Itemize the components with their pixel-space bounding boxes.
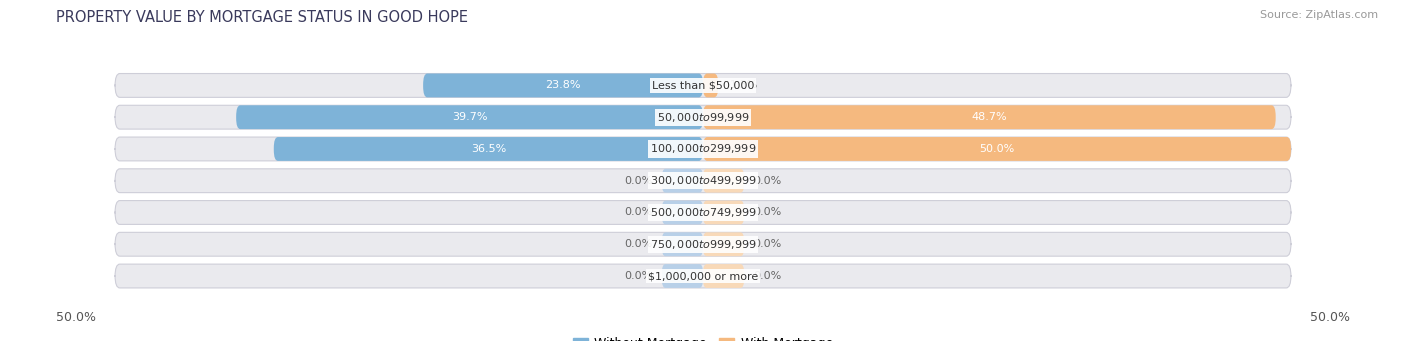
FancyBboxPatch shape (703, 74, 718, 97)
FancyBboxPatch shape (115, 74, 1291, 97)
Text: 0.0%: 0.0% (754, 207, 782, 218)
Text: 0.0%: 0.0% (624, 176, 652, 186)
Text: 0.0%: 0.0% (754, 176, 782, 186)
FancyBboxPatch shape (274, 137, 703, 161)
Text: 0.0%: 0.0% (624, 239, 652, 249)
Text: $300,000 to $499,999: $300,000 to $499,999 (650, 174, 756, 187)
FancyBboxPatch shape (115, 264, 1291, 288)
Text: 0.0%: 0.0% (624, 207, 652, 218)
Text: Less than $50,000: Less than $50,000 (652, 80, 754, 90)
Text: 0.0%: 0.0% (754, 271, 782, 281)
Text: 0.0%: 0.0% (624, 271, 652, 281)
FancyBboxPatch shape (115, 232, 1291, 256)
FancyBboxPatch shape (115, 169, 1291, 193)
Text: PROPERTY VALUE BY MORTGAGE STATUS IN GOOD HOPE: PROPERTY VALUE BY MORTGAGE STATUS IN GOO… (56, 10, 468, 25)
Text: $1,000,000 or more: $1,000,000 or more (648, 271, 758, 281)
FancyBboxPatch shape (115, 201, 1291, 224)
FancyBboxPatch shape (662, 201, 703, 224)
Text: $750,000 to $999,999: $750,000 to $999,999 (650, 238, 756, 251)
FancyBboxPatch shape (662, 264, 703, 288)
FancyBboxPatch shape (703, 169, 744, 193)
FancyBboxPatch shape (115, 137, 1291, 161)
FancyBboxPatch shape (662, 169, 703, 193)
FancyBboxPatch shape (115, 105, 1291, 129)
FancyBboxPatch shape (236, 105, 703, 129)
Text: 0.0%: 0.0% (754, 239, 782, 249)
Text: Source: ZipAtlas.com: Source: ZipAtlas.com (1260, 10, 1378, 20)
FancyBboxPatch shape (703, 105, 1275, 129)
Text: 23.8%: 23.8% (546, 80, 581, 90)
FancyBboxPatch shape (423, 74, 703, 97)
Text: 36.5%: 36.5% (471, 144, 506, 154)
Text: $100,000 to $299,999: $100,000 to $299,999 (650, 143, 756, 155)
Legend: Without Mortgage, With Mortgage: Without Mortgage, With Mortgage (568, 332, 838, 341)
Text: 50.0%: 50.0% (980, 144, 1015, 154)
Text: 50.0%: 50.0% (1310, 311, 1350, 324)
FancyBboxPatch shape (662, 232, 703, 256)
Text: 1.3%: 1.3% (730, 80, 758, 90)
Text: 39.7%: 39.7% (451, 112, 488, 122)
FancyBboxPatch shape (703, 137, 1291, 161)
FancyBboxPatch shape (703, 201, 744, 224)
Text: $500,000 to $749,999: $500,000 to $749,999 (650, 206, 756, 219)
FancyBboxPatch shape (703, 232, 744, 256)
Text: 48.7%: 48.7% (972, 112, 1007, 122)
Text: 50.0%: 50.0% (56, 311, 96, 324)
FancyBboxPatch shape (703, 264, 744, 288)
Text: $50,000 to $99,999: $50,000 to $99,999 (657, 111, 749, 124)
